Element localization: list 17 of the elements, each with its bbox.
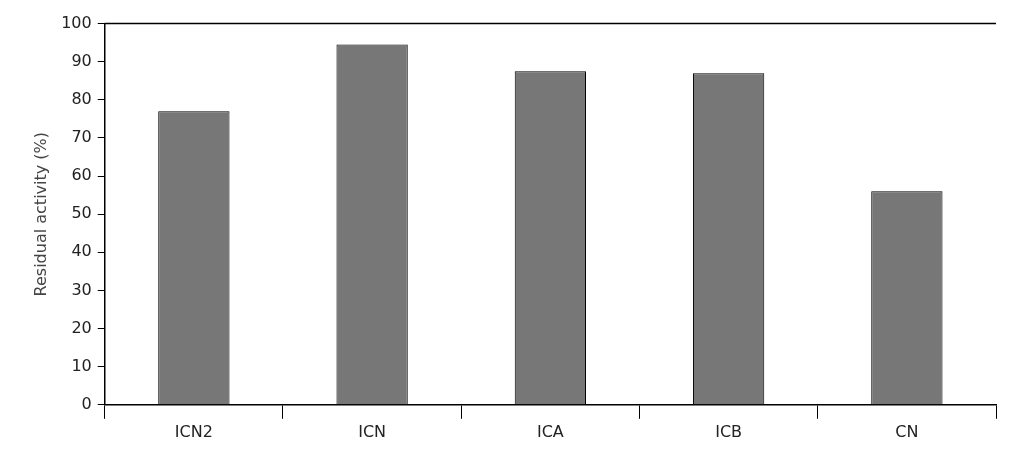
x-tick-label: CN: [895, 421, 919, 441]
y-tick-label: 0: [81, 393, 92, 413]
x-tick-label: ICA: [536, 421, 564, 441]
y-tick-label: 10: [71, 355, 92, 375]
y-tick-label: 40: [71, 241, 92, 261]
y-tick-label: 50: [71, 203, 92, 223]
x-tick-label: ICB: [715, 421, 743, 441]
x-tick-label: ICN2: [174, 421, 213, 441]
y-tick-label: 20: [71, 317, 92, 337]
x-tick-label: ICN: [358, 421, 387, 441]
y-tick-label: 70: [71, 127, 92, 147]
y-tick-label: 30: [71, 279, 92, 299]
y-axis-title: Residual activity (%): [30, 132, 50, 297]
y-tick-label: 100: [61, 12, 92, 32]
y-tick-label: 60: [71, 165, 92, 185]
y-tick-label: 80: [71, 89, 92, 108]
y-tick-label: 90: [71, 50, 92, 70]
